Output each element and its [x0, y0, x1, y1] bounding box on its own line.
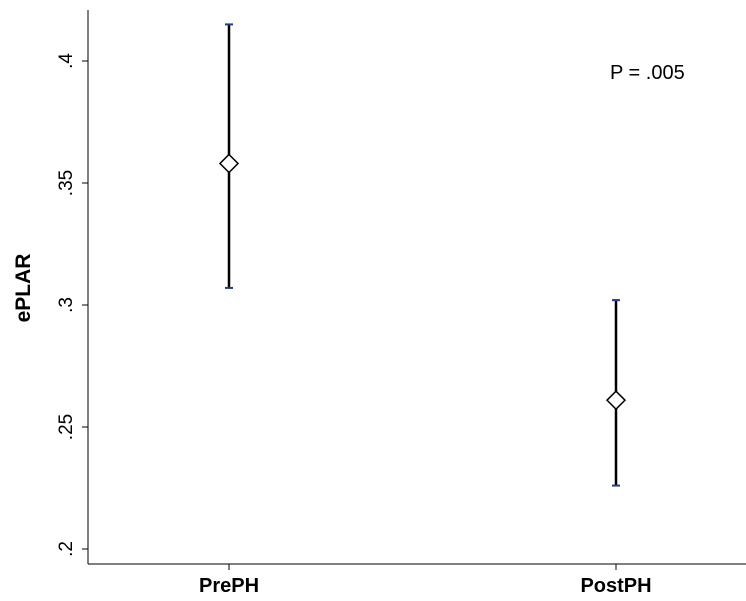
- y-tick-label: .4: [56, 53, 77, 69]
- y-tick-label: .25: [56, 414, 77, 440]
- p-value-annotation: P = .005: [610, 62, 685, 84]
- data-marks: [218, 23, 627, 487]
- point-marker: [218, 153, 240, 174]
- y-axis-title: ePLAR: [12, 254, 35, 323]
- x-category-label: PrePH: [199, 575, 259, 597]
- axes: [87, 10, 746, 565]
- y-tick-label: .3: [56, 297, 77, 313]
- y-tick-label: .2: [56, 541, 77, 557]
- y-tick-label: .35: [56, 170, 77, 196]
- x-category-label: PostPH: [580, 575, 651, 597]
- x-categories: PrePH PostPH: [199, 564, 652, 597]
- y-ticks: .2 .25 .3 .35 .4: [56, 53, 88, 557]
- point-marker: [605, 390, 627, 411]
